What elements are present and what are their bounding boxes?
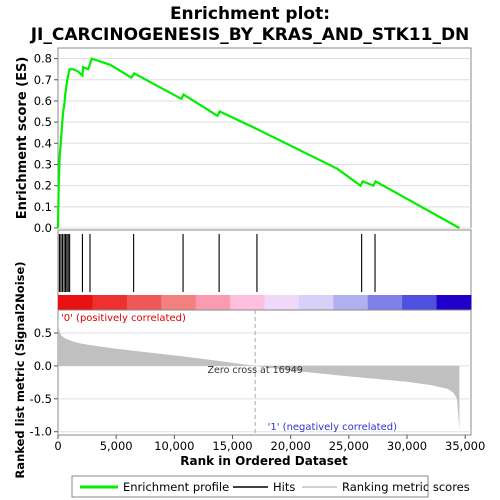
es-y-tick-label: 0.0: [34, 221, 52, 235]
x-tick-label: 30,000: [387, 439, 427, 453]
metric-y-ticks: -1.0 -0.5 0.0 0.5: [30, 326, 58, 439]
metric-panel: Zero cross at 16949 '0' (positively corr…: [13, 261, 485, 478]
zero-cross-label: Zero cross at 16949: [208, 365, 303, 376]
es-y-ticks: 0.0 0.1 0.2 0.3 0.4 0.5 0.6 0.7 0.8: [34, 52, 58, 235]
heatmap-cell: [298, 295, 334, 310]
metric-y-tick-label: 0.0: [34, 359, 52, 373]
metric-y-tick-label: -1.0: [30, 425, 52, 439]
x-tick-label: 20,000: [271, 439, 311, 453]
es-y-axis-label: Enrichment score (ES): [15, 57, 30, 220]
correlation-heatmap: [58, 295, 472, 310]
heatmap-cell: [126, 295, 162, 310]
x-tick-label: 5,000: [100, 439, 133, 453]
x-axis-label: Rank in Ordered Dataset: [180, 454, 348, 468]
x-tick-label: 10,000: [154, 439, 194, 453]
heatmap-cell: [436, 295, 472, 310]
es-y-tick-label: 0.2: [34, 179, 52, 193]
legend: Enrichment profile Hits Ranking metric s…: [71, 475, 470, 498]
es-y-tick-label: 0.6: [34, 94, 52, 108]
hits-panel: [57, 229, 472, 311]
heatmap-cell: [195, 295, 231, 310]
heatmap-cell: [264, 295, 300, 310]
negative-correlation-label: '1' (negatively correlated): [268, 422, 397, 433]
positive-correlation-label: '0' (positively correlated): [61, 313, 186, 324]
metric-y-axis-label: Ranked list metric (Signal2Noise): [13, 261, 27, 478]
es-y-tick-label: 0.8: [34, 52, 52, 66]
legend-hits-label: Hits: [273, 480, 295, 494]
metric-y-tick-label: -0.5: [30, 392, 52, 406]
es-panel-frame: [57, 47, 472, 229]
heatmap-cell: [333, 295, 369, 310]
heatmap-cell: [161, 295, 197, 310]
hit-lines: [58, 234, 376, 292]
ranking-metric-area: [58, 314, 460, 431]
x-ticks: 0 5,000 10,000 15,000 20,000 25,000 30,000 35,0…: [54, 435, 485, 453]
es-y-tick-label: 0.1: [34, 200, 52, 214]
heatmap-cell: [92, 295, 128, 310]
heatmap-cell: [58, 295, 93, 310]
x-tick-label: 25,000: [329, 439, 369, 453]
x-tick-label: 35,000: [445, 439, 485, 453]
es-y-tick-label: 0.5: [34, 115, 52, 129]
es-gridlines: [58, 58, 471, 229]
legend-metric-label: Ranking metric scores: [342, 480, 470, 494]
x-tick-label: 0: [54, 439, 61, 453]
heatmap-cell: [402, 295, 438, 310]
heatmap-cell: [230, 295, 265, 310]
metric-y-tick-label: 0.5: [34, 326, 52, 340]
heatmap-cell: [367, 295, 403, 310]
x-tick-label: 15,000: [212, 439, 252, 453]
es-y-tick-label: 0.3: [34, 157, 52, 171]
es-y-tick-label: 0.7: [34, 73, 52, 87]
es-y-tick-label: 0.4: [34, 136, 52, 150]
chart-subtitle: JI_CARCINOGENESIS_BY_KRAS_AND_STK11_DN: [30, 25, 470, 45]
es-panel: 0.0 0.1 0.2 0.3 0.4 0.5 0.6 0.7 0.8 Enrichment s…: [15, 47, 472, 235]
legend-enrichment-label: Enrichment profile: [123, 480, 229, 494]
chart-title: Enrichment plot:: [170, 4, 330, 24]
enrichment-profile-line: [56, 57, 460, 229]
